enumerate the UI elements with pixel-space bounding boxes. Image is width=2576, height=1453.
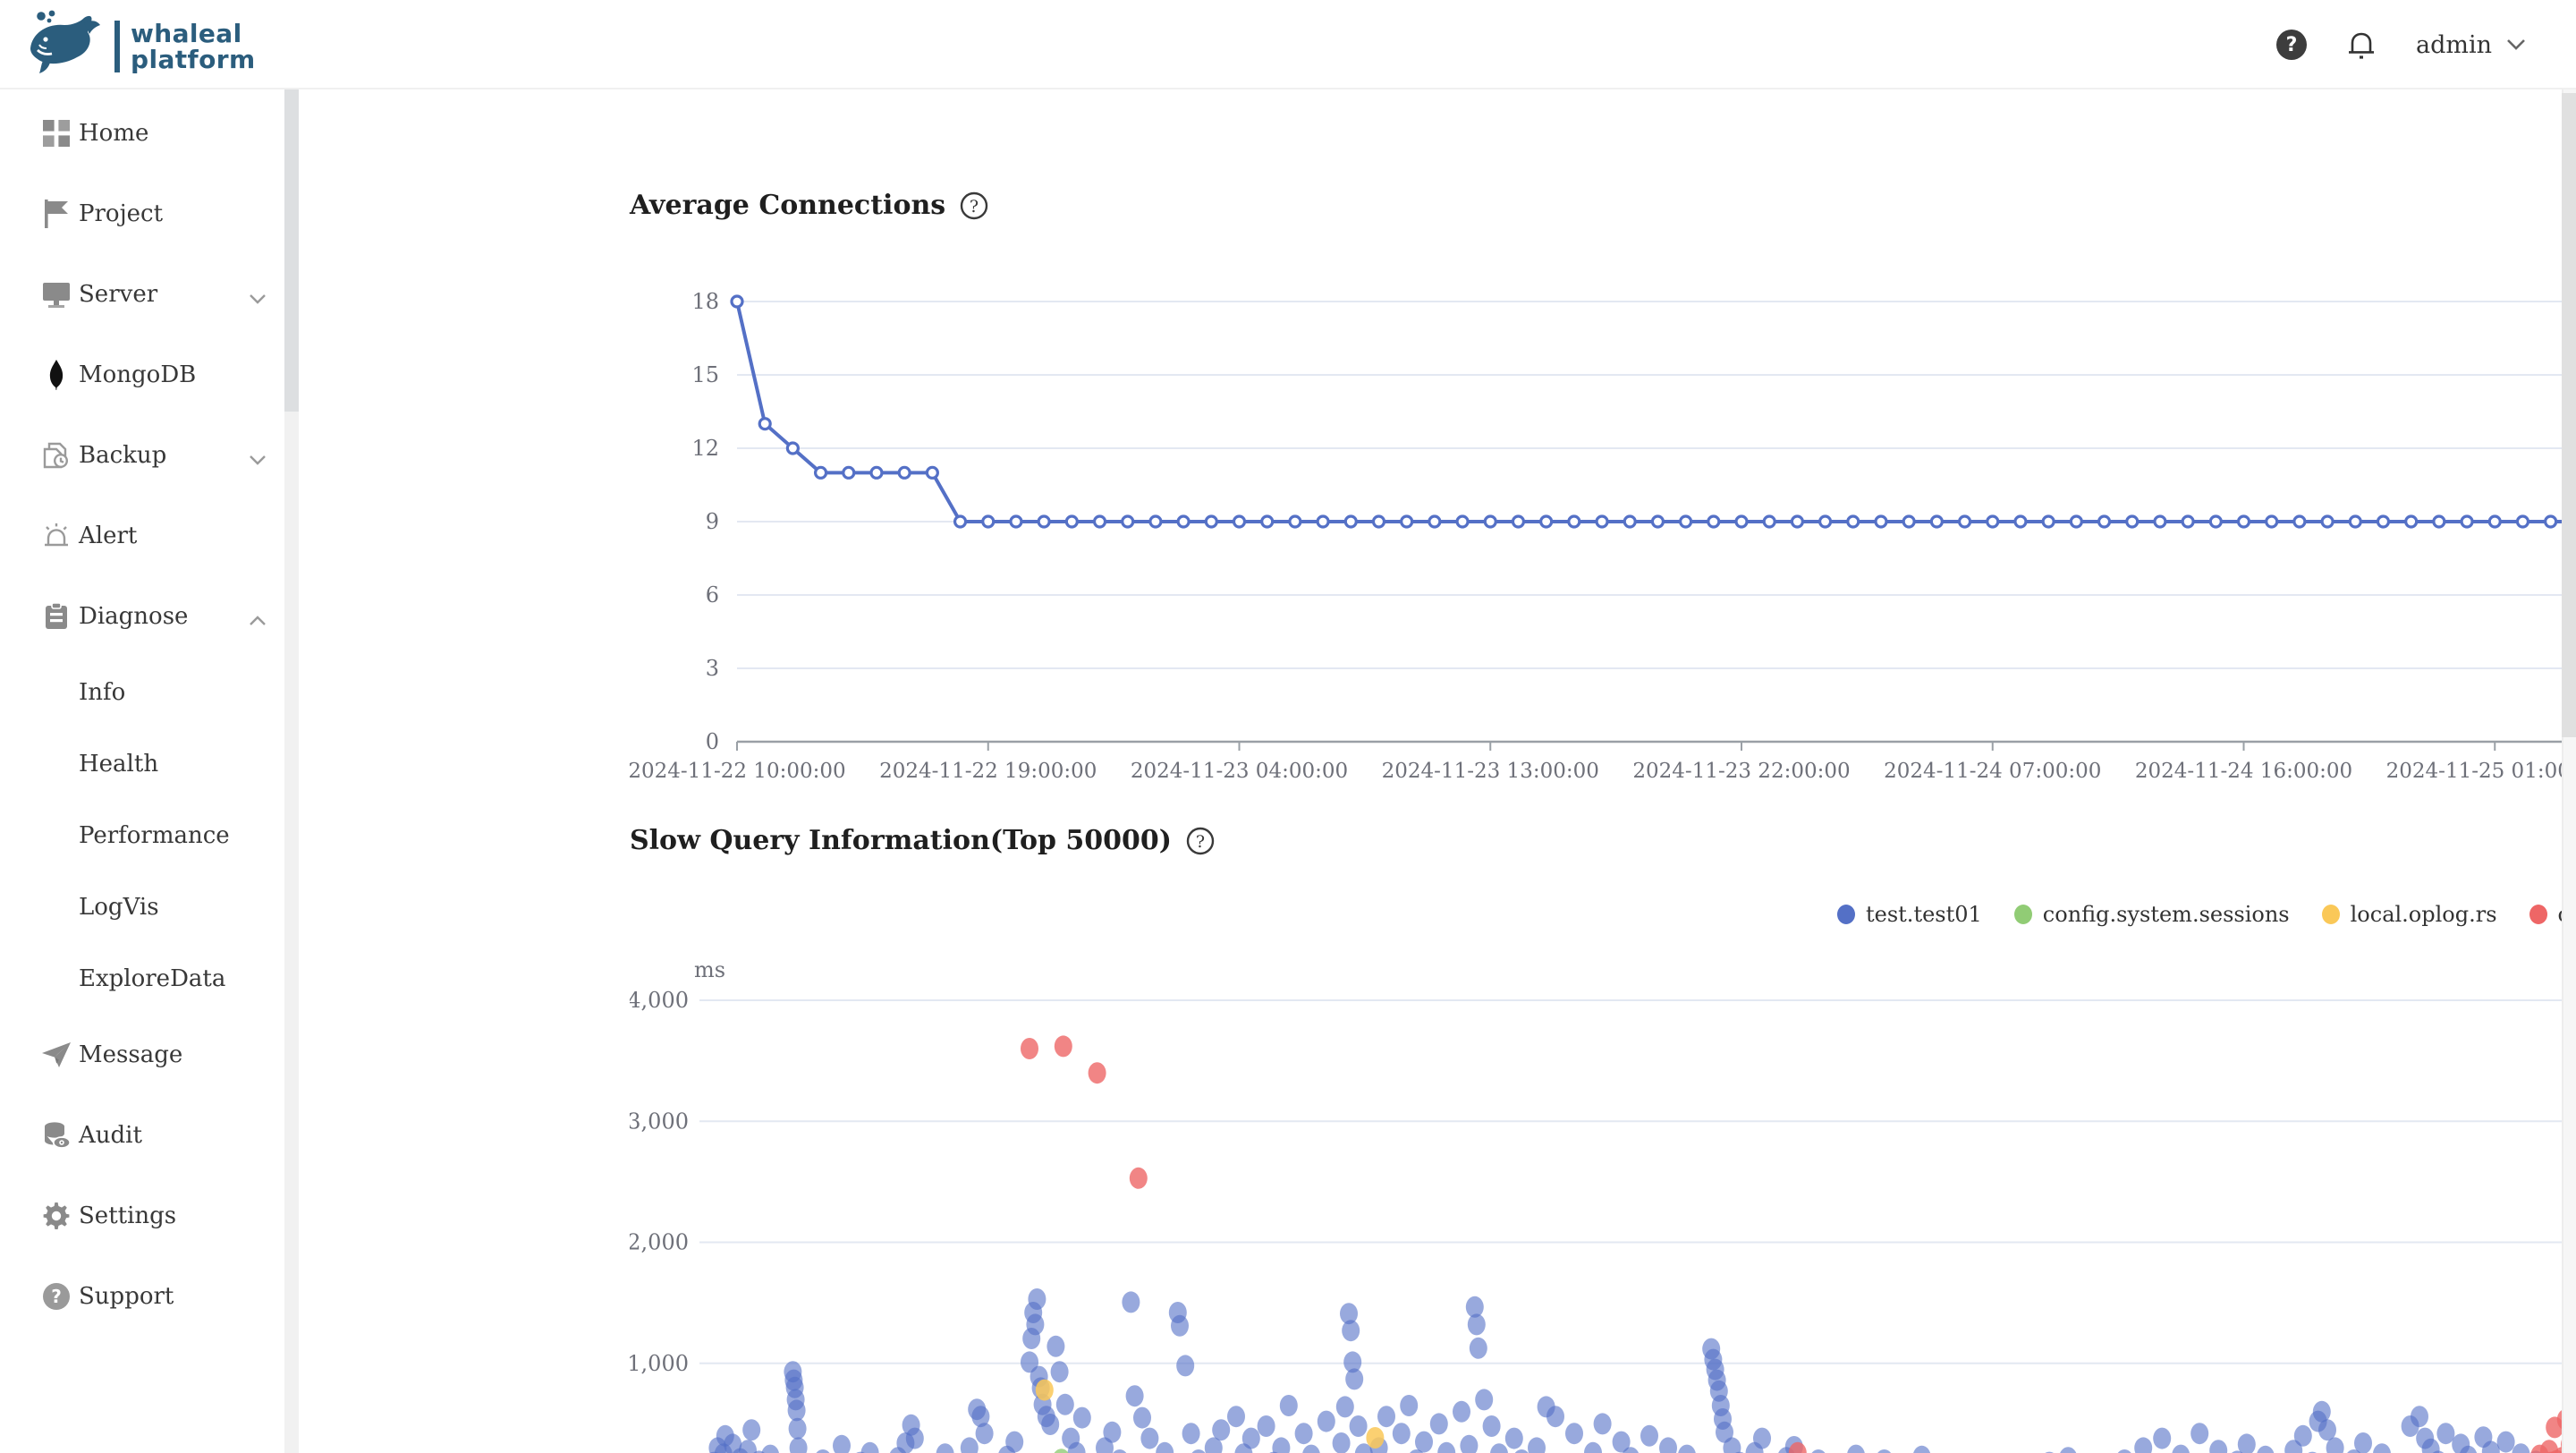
svg-text:2024-11-22 19:00:00: 2024-11-22 19:00:00 — [879, 760, 1097, 783]
sidebar-item-server[interactable]: Server — [0, 254, 299, 335]
sidebar-subitem-health[interactable]: Health — [79, 751, 159, 777]
svg-text:ms: ms — [694, 957, 725, 982]
average-connections-chart[interactable]: 0 3 6 9 12 15 18 2024-11-22 10:00:00 2024-11-22 … — [630, 254, 2562, 823]
support-icon: ? — [41, 1281, 72, 1312]
series-dot-icon — [2529, 905, 2547, 924]
home-icon — [41, 118, 72, 149]
audit-icon — [41, 1120, 72, 1151]
sidebar-item-mongodb[interactable]: MongoDB — [0, 335, 299, 415]
chart-title-slow-query: Slow Query Information(Top 50000) — [630, 825, 1172, 856]
svg-text:2024-11-23 04:00:00: 2024-11-23 04:00:00 — [1131, 760, 1348, 783]
sidebar-menu: Home Project Server MongoDB Backup Alert… — [0, 89, 299, 1337]
sidebar-item-message[interactable]: Message — [0, 1015, 299, 1095]
series-dot-icon — [2321, 905, 2340, 924]
legend-item-test.test01[interactable]: test.test01 — [1837, 902, 1982, 927]
svg-text:1,000: 1,000 — [630, 1351, 689, 1376]
flag-icon — [41, 199, 72, 229]
backup-icon — [41, 440, 72, 471]
svg-text:2024-11-25 01:00:00: 2024-11-25 01:00:00 — [2386, 760, 2562, 783]
svg-text:4,000: 4,000 — [630, 988, 689, 1013]
svg-text:2024-11-23 13:00:00: 2024-11-23 13:00:00 — [1382, 760, 1599, 783]
svg-text:2024-11-23 22:00:00: 2024-11-23 22:00:00 — [1632, 760, 1850, 783]
sidebar-subitem-info[interactable]: Info — [79, 679, 126, 706]
brand-logo[interactable]: whaleal platform — [25, 9, 256, 84]
alert-icon — [41, 521, 72, 551]
question-circle-icon[interactable]: ? — [960, 191, 988, 220]
svg-text:6: 6 — [706, 582, 719, 608]
chevron-down-icon — [249, 277, 267, 311]
svg-text:?: ? — [1196, 831, 1205, 851]
server-icon — [41, 279, 72, 310]
svg-text:9: 9 — [706, 509, 719, 534]
legend-item-config.system.sessions[interactable]: config.system.sessions — [2013, 902, 2290, 927]
mongodb-icon — [41, 360, 72, 390]
sidebar-item-settings[interactable]: Settings — [0, 1176, 299, 1256]
svg-text:2024-11-24 16:00:00: 2024-11-24 16:00:00 — [2135, 760, 2352, 783]
user-name: admin — [2415, 30, 2492, 59]
sidebar-item-alert[interactable]: Alert — [0, 496, 299, 576]
help-icon[interactable]: ? — [2275, 30, 2307, 60]
svg-text:3,000: 3,000 — [630, 1109, 689, 1134]
whale-logo-icon — [25, 9, 104, 84]
sidebar-scrollbar-thumb[interactable] — [284, 89, 299, 412]
chevron-up-icon — [249, 599, 267, 633]
legend-item-local.oplog.rs[interactable]: local.oplog.rs — [2321, 902, 2497, 927]
series-dot-icon — [2013, 905, 2032, 924]
bell-icon[interactable] — [2346, 29, 2377, 61]
svg-text:15: 15 — [691, 362, 719, 387]
sidebar-item-audit[interactable]: Audit — [0, 1095, 299, 1176]
sidebar-scrollbar[interactable] — [284, 89, 299, 1453]
chart-title-average-connections: Average Connections — [630, 190, 946, 221]
svg-text:0: 0 — [706, 729, 719, 754]
svg-text:2,000: 2,000 — [630, 1230, 689, 1255]
svg-text:?: ? — [970, 196, 979, 216]
sidebar-item-project[interactable]: Project — [0, 174, 299, 254]
brand-name: whaleal platform — [114, 20, 256, 73]
svg-text:2024-11-24 07:00:00: 2024-11-24 07:00:00 — [1884, 760, 2101, 783]
sidebar: Home Project Server MongoDB Backup Alert… — [0, 89, 299, 1453]
svg-text:18: 18 — [691, 289, 719, 314]
main-content: Average Connections ? count 036912151820… — [299, 89, 2562, 1453]
sidebar-subitem-logvis[interactable]: LogVis — [79, 894, 159, 921]
window-scrollbar[interactable] — [2562, 0, 2576, 1453]
chevron-down-icon — [2506, 38, 2526, 51]
question-circle-icon[interactable]: ? — [1186, 827, 1215, 855]
sidebar-subitem-performance[interactable]: Performance — [79, 822, 230, 849]
chevron-down-icon — [249, 438, 267, 472]
user-menu[interactable]: admin — [2416, 31, 2526, 59]
diagnose-icon — [41, 601, 72, 632]
sidebar-item-diagnose[interactable]: Diagnose — [0, 576, 299, 657]
svg-text:3: 3 — [706, 656, 719, 681]
settings-icon — [41, 1201, 72, 1231]
sidebar-item-support[interactable]: ? Support — [0, 1256, 299, 1337]
window-scrollbar-thumb[interactable] — [2562, 93, 2576, 737]
svg-text:2024-11-22 10:00:00: 2024-11-22 10:00:00 — [630, 760, 846, 783]
sidebar-item-backup[interactable]: Backup — [0, 415, 299, 496]
svg-text:12: 12 — [691, 436, 719, 461]
sidebar-subitem-exploredata[interactable]: ExploreData — [79, 965, 226, 992]
svg-text:?: ? — [51, 1286, 62, 1307]
legend-item-config.$cmd[interactable]: config.$cmd — [2529, 902, 2562, 927]
message-icon — [41, 1040, 72, 1070]
scatter-legend: test.test01 config.system.sessions local… — [1837, 902, 2562, 927]
sidebar-item-home[interactable]: Home — [0, 93, 299, 174]
app-header: whaleal platform ? admin — [0, 0, 2576, 89]
series-dot-icon — [1837, 905, 1855, 924]
